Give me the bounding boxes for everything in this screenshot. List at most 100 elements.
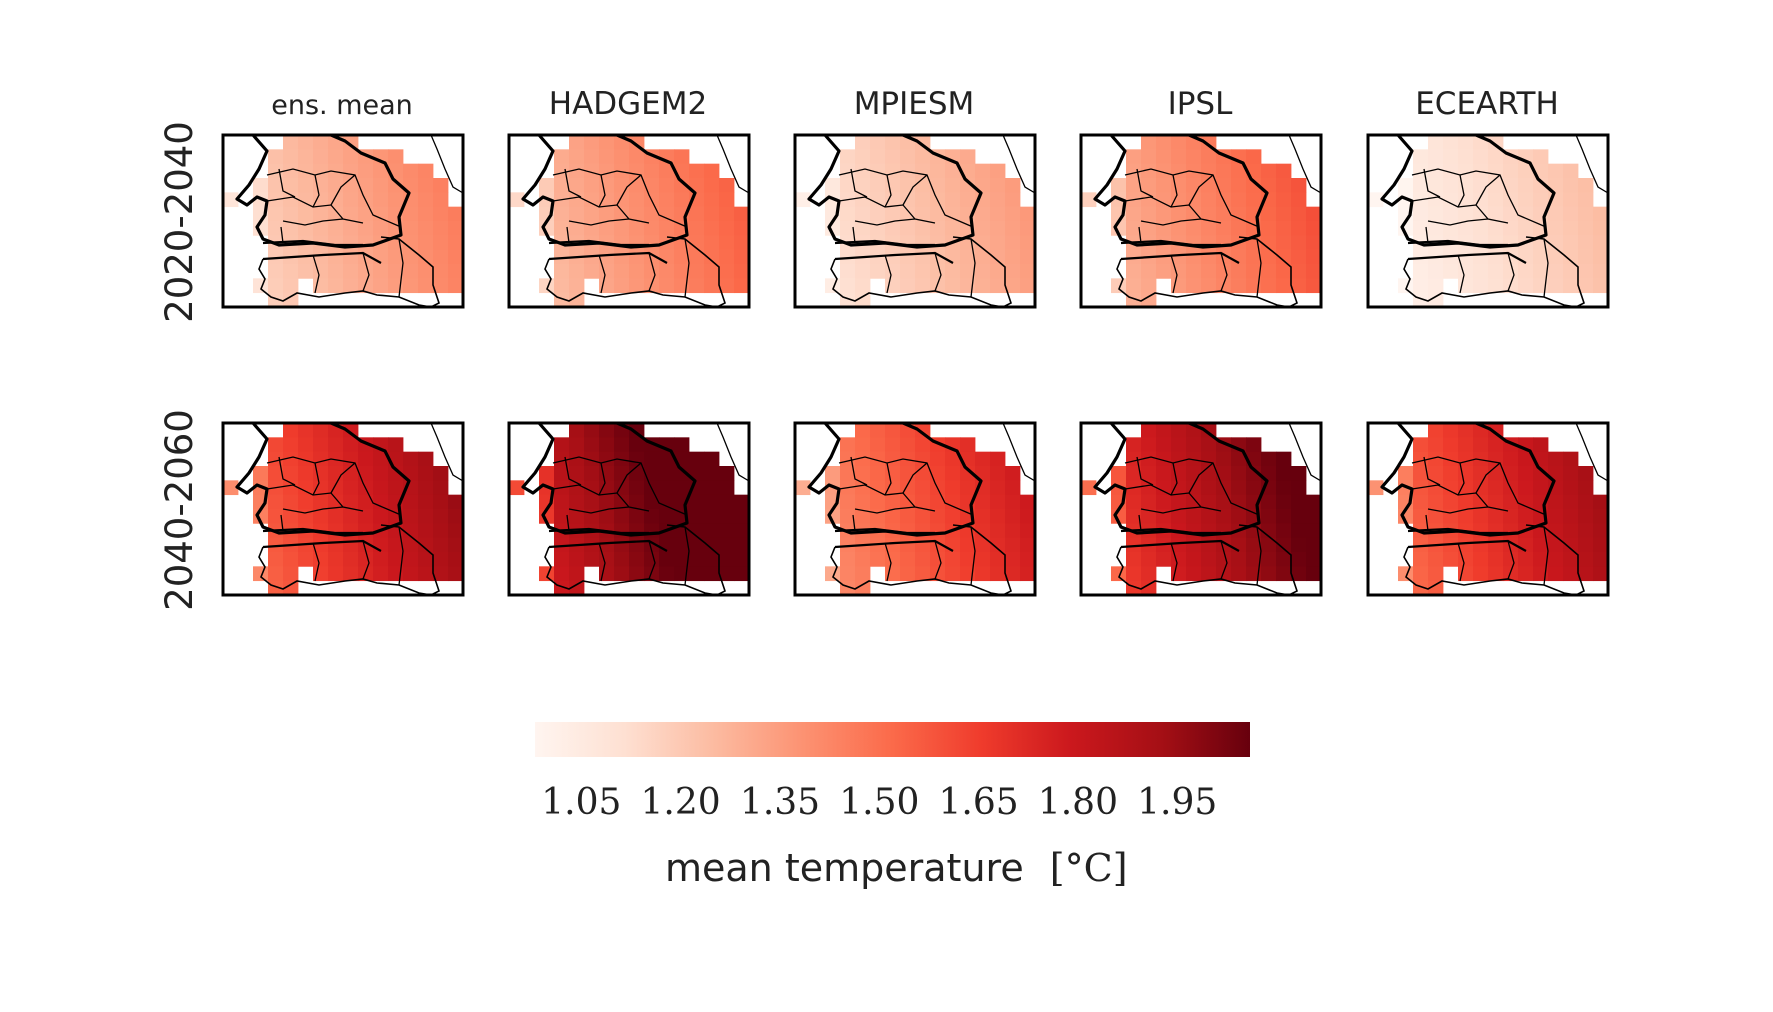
heatmap-cell — [1306, 566, 1322, 582]
heatmap-cell — [1488, 192, 1504, 208]
heatmap-cell — [1171, 552, 1187, 567]
heatmap-cell — [268, 552, 284, 567]
heatmap-cell — [1171, 221, 1187, 236]
map-frame — [1366, 133, 1610, 309]
heatmap-cell — [704, 466, 720, 481]
heatmap-cell — [1413, 206, 1429, 222]
heatmap-cell — [1261, 566, 1277, 582]
heatmap-cell — [1276, 494, 1292, 510]
heatmap-cell — [1593, 552, 1609, 567]
heatmap-cell — [373, 221, 389, 236]
heatmap-cell — [1141, 264, 1157, 279]
heatmap-cell — [1216, 163, 1232, 179]
heatmap-cell — [343, 149, 359, 165]
heatmap-cell — [1473, 509, 1489, 524]
heatmap-cell — [840, 466, 856, 481]
heatmap-cell — [659, 264, 675, 279]
heatmap-cell — [1126, 437, 1142, 453]
heatmap-cell — [1276, 537, 1292, 553]
heatmap-cell — [1171, 437, 1187, 453]
heatmap-cell — [1443, 423, 1459, 438]
gambia-border-south — [1120, 251, 1240, 264]
heatmap-cell — [1443, 163, 1459, 179]
heatmap-cell — [1216, 451, 1232, 467]
map-frame — [1079, 133, 1323, 309]
region-border — [850, 168, 868, 198]
map-frame — [507, 133, 751, 309]
heatmap-cell — [629, 466, 645, 481]
heatmap-cell — [855, 278, 871, 294]
heatmap-cell — [990, 451, 1006, 467]
heatmap-cell — [1171, 206, 1187, 222]
heatmap-cell — [1126, 537, 1142, 553]
heatmap-cell — [795, 192, 811, 208]
region-border — [1411, 456, 1547, 516]
heatmap-cell — [1261, 235, 1277, 251]
heatmap-cell — [433, 178, 449, 193]
heatmap-cell — [1156, 135, 1172, 150]
region-border — [854, 506, 916, 514]
heatmap-cell — [328, 278, 344, 294]
heatmap-cell — [990, 235, 1006, 251]
heatmap-cell — [1020, 494, 1036, 510]
heatmap-cell — [403, 523, 419, 539]
heatmap-cell — [1141, 451, 1157, 467]
heatmap-cell — [870, 466, 886, 481]
heatmap-cell — [1413, 178, 1429, 193]
heatmap-cell — [1458, 178, 1474, 193]
region-border — [1188, 462, 1214, 494]
heatmap-cell — [1473, 264, 1489, 279]
region-border — [1543, 526, 1549, 586]
heatmap-cell — [1005, 206, 1021, 222]
heatmap-cell — [403, 552, 419, 567]
heatmap-cell — [1291, 221, 1307, 236]
heatmap-cell — [900, 537, 916, 553]
heatmap-cell — [900, 221, 916, 236]
heatmap-cell — [448, 249, 464, 265]
heatmap-cell — [1368, 192, 1384, 208]
heatmap-cell — [1548, 552, 1564, 567]
heatmap-cell — [358, 494, 374, 510]
region-border — [852, 226, 856, 244]
heatmap-cell — [1186, 264, 1202, 279]
heatmap-cell — [1563, 206, 1579, 222]
heatmap-cell — [1216, 264, 1232, 279]
heatmap-cell — [1186, 206, 1202, 222]
heatmap-cell — [1488, 552, 1504, 567]
column-title-mpiesm: MPIESM — [854, 86, 975, 122]
heatmap-cell — [1563, 235, 1579, 251]
heatmap-cell — [1518, 494, 1534, 510]
heatmap-cell — [1231, 206, 1247, 222]
heatmap-cell — [1005, 192, 1021, 208]
heatmap-cell — [554, 566, 570, 582]
region-border — [1457, 174, 1465, 208]
heatmap-cell — [1141, 580, 1157, 596]
heatmap-cell — [674, 537, 690, 553]
region-border — [598, 254, 606, 294]
heatmap-cell — [840, 249, 856, 265]
heatmap-cell — [1005, 494, 1021, 510]
heatmap-cell — [1156, 423, 1172, 438]
heatmap-cell — [1428, 494, 1444, 510]
heatmap-cell — [1261, 552, 1277, 567]
heatmap-cell — [1141, 221, 1157, 236]
heatmap-cell — [704, 537, 720, 553]
heatmap-cell — [1518, 480, 1534, 496]
region-border — [850, 456, 868, 486]
heatmap-cell — [1593, 235, 1609, 251]
heatmap-cell — [930, 178, 946, 193]
heatmap-cell — [1306, 509, 1322, 524]
heatmap-cell — [885, 494, 901, 510]
map-frame — [793, 421, 1037, 597]
heatmap-cell — [1156, 494, 1172, 510]
heatmap-cell — [629, 178, 645, 193]
heatmap-cell — [1261, 537, 1277, 553]
heatmap-cell — [855, 437, 871, 453]
heatmap-cell — [1231, 466, 1247, 481]
region-border — [1124, 196, 1222, 224]
heatmap-cell — [448, 264, 464, 279]
heatmap-cell — [599, 509, 615, 524]
heatmap-cell — [1443, 466, 1459, 481]
heatmap-cell — [1246, 149, 1262, 165]
heatmap-cell — [1578, 221, 1594, 236]
